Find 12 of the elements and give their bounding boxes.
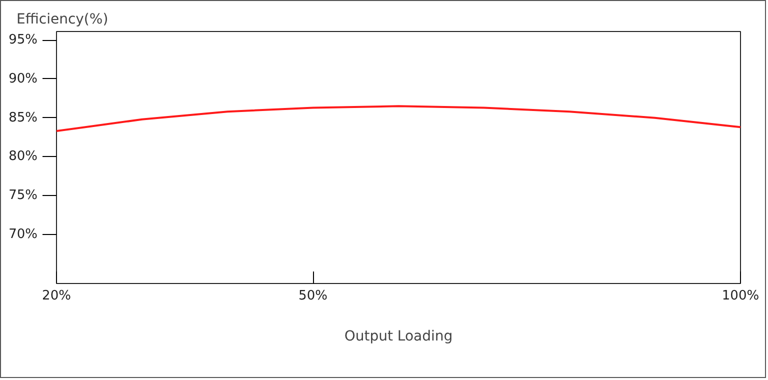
line-series [56,105,740,132]
y-tick-label: 90% [8,71,38,86]
x-axis-title: Output Loading [344,328,453,344]
x-tick-label: 100% [722,288,760,304]
y-tick-label: 95% [8,32,38,48]
x-tick-label: 50% [298,288,328,304]
x-tick-label: 20% [42,288,71,304]
y-tick-label: 85% [8,110,38,126]
y-tick-label: 75% [8,188,38,204]
y-axis-title: Efficiency(%) [16,12,108,28]
y-tick-label: 70% [8,227,38,242]
y-tick-label: 80% [8,149,38,164]
